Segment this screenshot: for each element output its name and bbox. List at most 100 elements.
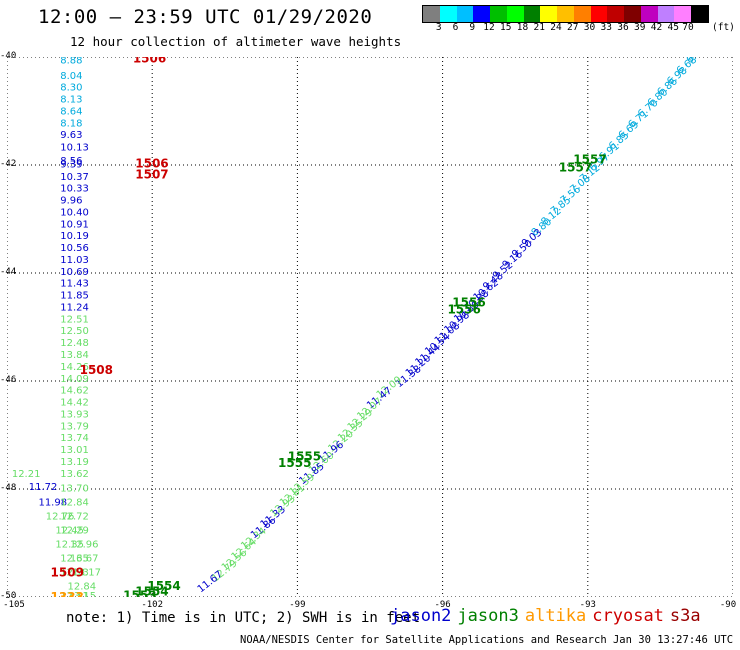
colorbar-swatch	[674, 6, 691, 22]
wave-height-value: 11.24	[60, 302, 89, 313]
legend-item: s3a	[669, 606, 701, 626]
wave-height-value: 14.42	[60, 398, 89, 409]
colorbar-label: 18	[516, 22, 529, 33]
wave-height-value: 13.19	[60, 457, 89, 468]
footnote: note: 1) Time is in UTC; 2) SWH is in fe…	[66, 610, 421, 626]
wave-height-value: 14.09	[60, 374, 89, 385]
longitude-tick-label: -93	[579, 600, 596, 610]
wave-height-value: 13.17	[72, 568, 101, 579]
colorbar-labels: 3 6 9 12 15 18 21 24 27 30 33 36 39 42 45 70	[422, 22, 732, 36]
wave-height-value: 13.67	[70, 554, 99, 565]
colorbar-swatch	[624, 6, 641, 22]
colorbar-swatch	[573, 6, 591, 22]
wave-height-value: 8.56	[60, 156, 82, 167]
wave-height-value: 9.63	[60, 130, 82, 141]
wave-height-value: 14.62	[60, 386, 89, 397]
orbit-number-label: 1557	[573, 153, 606, 167]
colorbar-swatch	[439, 6, 457, 22]
latitude-tick-label: -48	[0, 483, 17, 493]
colorbar-swatch	[490, 6, 507, 22]
wave-height-value: 13.79	[60, 421, 89, 432]
wave-height-value: 11.98	[38, 497, 67, 508]
wave-height-value: 13.84	[60, 350, 89, 361]
wave-height-value: 12.96	[70, 540, 99, 551]
colorbar-swatch	[691, 6, 708, 22]
wave-height-value: 9.39	[60, 159, 82, 170]
wave-height-value: 13.15	[68, 591, 97, 597]
wave-height-value: 12.65	[60, 554, 89, 565]
colorbar-swatch	[557, 6, 574, 22]
wave-height-value: 10.13	[60, 143, 89, 154]
wave-height-value: 11.67	[196, 569, 225, 595]
wave-height-value: 8.04	[60, 71, 82, 82]
longitude-tick-label: -105	[3, 600, 25, 610]
wave-height-value: 14.26	[60, 362, 89, 373]
legend-item: jason3	[457, 606, 519, 626]
colorbar-swatch	[456, 6, 474, 22]
orbit-number-label: 1556	[447, 303, 480, 317]
wave-height-value: 12.50	[60, 326, 89, 337]
colorbar-label: 36	[617, 22, 629, 33]
wave-height-value: 10.40	[60, 207, 89, 218]
orbit-number-label: 1554	[135, 585, 168, 597]
orbit-number-label: 1507	[135, 168, 168, 182]
colorbar-swatch	[657, 6, 675, 22]
orbit-number-label: 1555	[278, 456, 311, 470]
orbit-number-label: 1506	[133, 57, 166, 66]
latitude-tick-label: -40	[0, 51, 17, 61]
wave-height-value: 13.62	[60, 469, 89, 480]
wave-height-value: 6.85	[685, 57, 709, 66]
wave-height-value: 8.18	[60, 118, 82, 129]
latitude-tick-label: -46	[0, 375, 17, 385]
orbit-number-label: 1555	[288, 450, 321, 464]
longitude-tick-label: -102	[141, 600, 164, 610]
colorbar-label: 39	[634, 22, 646, 33]
wave-height-value: 12.21	[12, 469, 41, 480]
colorbar	[422, 5, 709, 23]
wave-height-value: 13.74	[60, 433, 89, 444]
wave-height-value: 11.03	[60, 255, 89, 266]
longitude-tick-label: -99	[289, 600, 306, 610]
colorbar-label: 30	[583, 22, 596, 33]
colorbar-swatch	[640, 6, 658, 22]
orbit-number-label: 1554	[147, 579, 180, 593]
wave-height-value: 12.51	[60, 314, 89, 325]
colorbar-label: 33	[600, 22, 612, 33]
wave-height-value: 12.29	[60, 526, 89, 537]
legend-item: jason2	[390, 606, 452, 626]
wave-height-value: 12.84	[60, 497, 89, 508]
wave-height-value: 9.96	[60, 196, 82, 207]
colorbar-swatch	[523, 6, 541, 22]
latitude-tick-label: -42	[0, 159, 17, 169]
longitude-tick-label: -96	[434, 600, 451, 610]
wave-height-value: 10.33	[60, 184, 89, 195]
wave-height-value: 12.76	[46, 511, 75, 522]
latitude-tick-label: -50	[0, 591, 17, 601]
colorbar-swatch	[590, 6, 608, 22]
colorbar-label: 70	[682, 22, 694, 33]
wave-height-value: 12.84	[68, 582, 97, 593]
colorbar-swatch	[423, 6, 440, 22]
colorbar-label: 21	[533, 22, 545, 33]
wave-height-value: 8.88	[60, 57, 82, 67]
wave-height-value: 13.93	[60, 409, 89, 420]
wave-height-value: 12.72	[60, 511, 89, 522]
colorbar-label: 6	[452, 22, 459, 33]
satellite-legend: jason2 jason3 altika cryosat s3a	[390, 606, 707, 626]
colorbar-label: 42	[650, 22, 663, 33]
wave-height-value: 8.13	[60, 95, 82, 106]
colorbar-label: 45	[667, 22, 679, 33]
latitude-tick-label: -44	[0, 267, 17, 277]
page-title: 12:00 – 23:59 UTC 01/29/2020	[38, 6, 373, 28]
colorbar-swatch	[540, 6, 557, 22]
colorbar-unit: (ft)	[712, 22, 735, 33]
longitude-tick-label: -90	[719, 600, 737, 610]
colorbar-swatch	[473, 6, 490, 22]
wave-height-value: 11.43	[60, 279, 89, 290]
wave-height-value: 11.85	[60, 291, 89, 302]
wave-height-value: 12.11	[60, 591, 89, 597]
wave-height-value: 13.70	[60, 483, 89, 494]
wave-height-value: 11.72	[29, 482, 58, 493]
orbit-number-label: 1508	[80, 363, 113, 377]
legend-item: cryosat	[592, 606, 664, 626]
